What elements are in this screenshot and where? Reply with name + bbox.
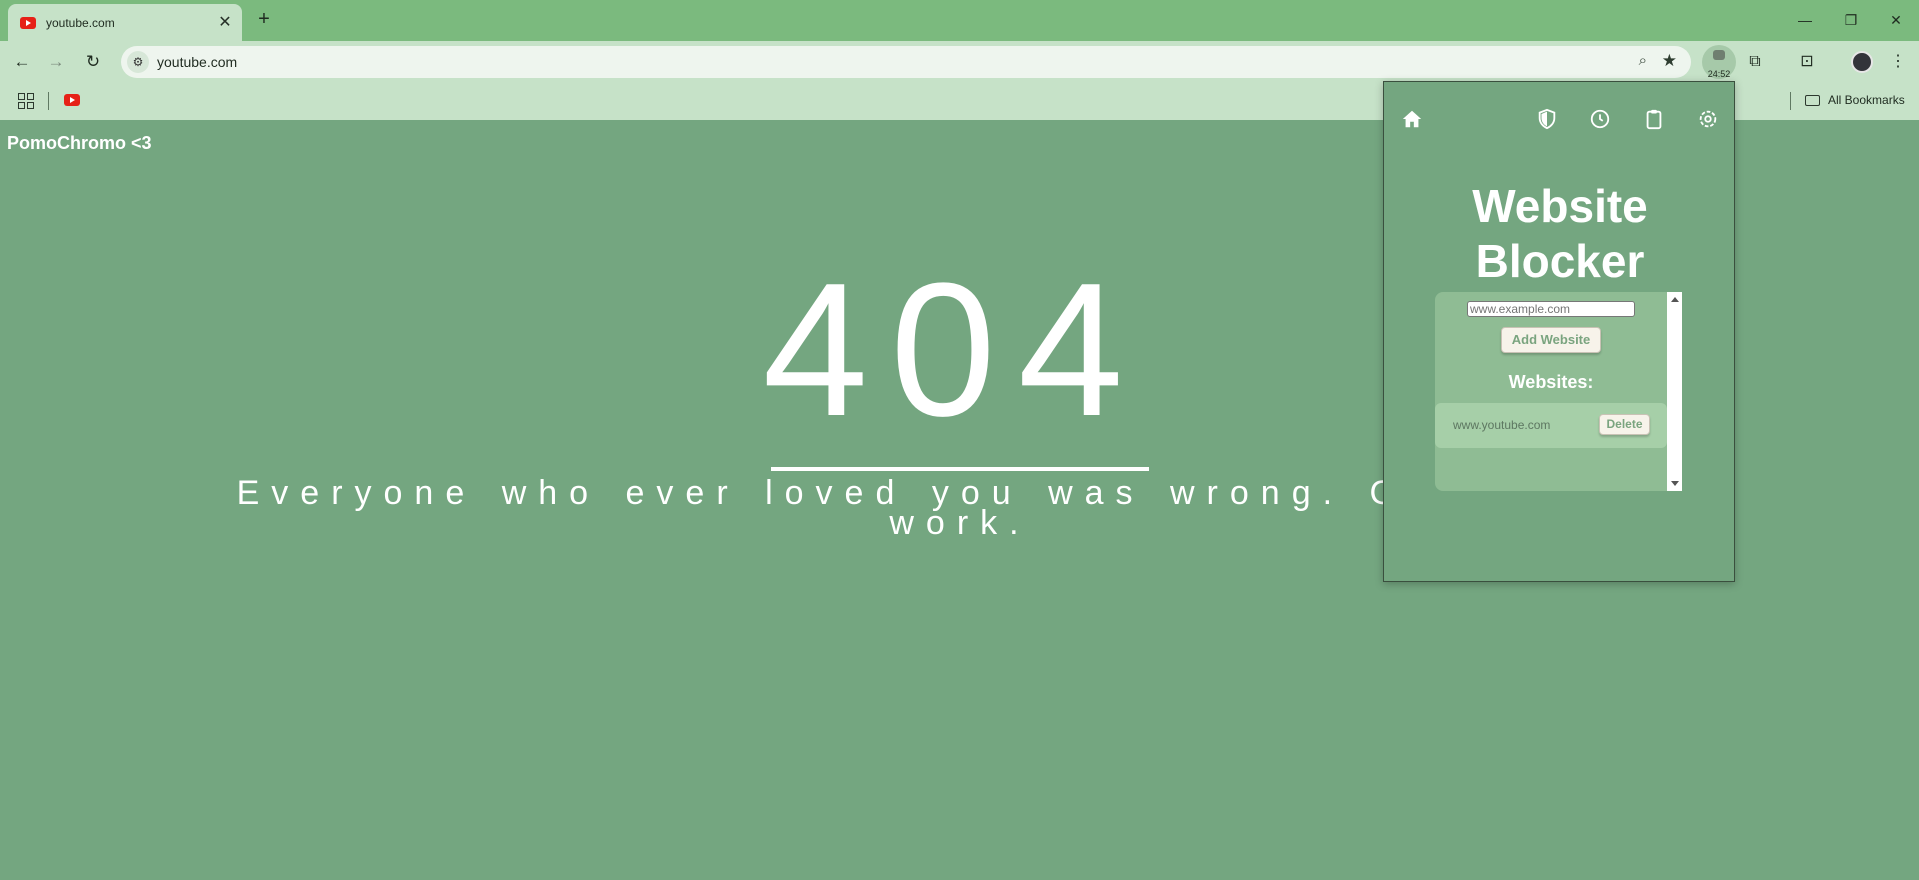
window-close-icon[interactable]: ✕	[1890, 12, 1902, 28]
forward-icon[interactable]: →	[47, 52, 65, 71]
delete-button[interactable]: Delete	[1599, 414, 1650, 435]
menu-kebab-icon[interactable]: ⋮	[1890, 53, 1906, 70]
extension-robot-icon	[1713, 50, 1725, 60]
all-bookmarks-label: All Bookmarks	[1828, 93, 1905, 107]
brand-title: PomoChromo <3	[7, 133, 152, 153]
tab-close-icon[interactable]: ✕	[218, 13, 232, 31]
bookmark-divider	[1790, 92, 1791, 110]
profile-avatar[interactable]	[1851, 51, 1873, 73]
tab-strip: youtube.com ✕ + — ❐ ✕	[0, 0, 1919, 41]
website-blocker-popup: Website Blocker Add Website Websites: ww…	[1383, 81, 1735, 582]
reload-icon[interactable]: ↻	[85, 52, 101, 71]
list-item: www.youtube.com Delete	[1435, 403, 1667, 448]
minimize-icon[interactable]: —	[1798, 12, 1812, 28]
all-bookmarks-button[interactable]: All Bookmarks	[1805, 93, 1905, 107]
websites-heading: Websites:	[1508, 372, 1594, 392]
clipboard-icon[interactable]	[1639, 104, 1669, 134]
panel-scrollbar[interactable]	[1667, 292, 1682, 491]
youtube-bookmark-icon[interactable]	[64, 94, 80, 106]
bookmark-divider	[48, 92, 49, 110]
extensions-puzzle-icon[interactable]: ⧉	[1749, 53, 1761, 70]
popup-title-line1: Website	[1472, 180, 1648, 232]
tab-title: youtube.com	[46, 15, 115, 30]
browser-toolbar: ← → ↻ ⚙ youtube.com ⌕ ★ 24:52 ⧉ ⊡ ⋮	[0, 41, 1919, 84]
address-url: youtube.com	[157, 54, 238, 70]
divider-line	[771, 467, 1149, 471]
blocker-panel: Add Website Websites: www.youtube.com De…	[1435, 292, 1667, 491]
site-info-icon[interactable]: ⚙	[127, 51, 149, 73]
restore-icon[interactable]: ❐	[1844, 12, 1858, 28]
clock-icon[interactable]	[1585, 104, 1615, 134]
zoom-icon[interactable]: ⌕	[1638, 52, 1647, 69]
pomodoro-extension-button[interactable]: 24:52	[1702, 45, 1736, 79]
shield-icon[interactable]	[1532, 104, 1562, 134]
scroll-down-arrow-icon[interactable]	[1671, 481, 1679, 486]
error-code: 404	[762, 244, 1146, 456]
blocked-site-name: www.youtube.com	[1453, 418, 1551, 432]
folder-icon	[1805, 94, 1820, 106]
tab-search-icon[interactable]: ⊡	[1800, 53, 1814, 70]
tab-youtube[interactable]: youtube.com ✕	[8, 4, 242, 41]
add-website-button[interactable]: Add Website	[1501, 327, 1601, 353]
bookmark-star-icon[interactable]: ★	[1661, 51, 1677, 70]
new-tab-button[interactable]: +	[258, 8, 270, 30]
settings-icon[interactable]	[1693, 104, 1723, 134]
apps-grid-icon[interactable]	[18, 93, 34, 109]
address-bar[interactable]: ⚙ youtube.com ⌕ ★	[121, 46, 1691, 78]
youtube-favicon-icon	[20, 16, 36, 29]
timer-badge: 24:52	[1707, 69, 1731, 79]
back-icon[interactable]: ←	[13, 52, 31, 71]
popup-title-line2: Blocker	[1475, 235, 1645, 287]
website-input[interactable]	[1467, 301, 1635, 317]
home-icon[interactable]	[1397, 104, 1427, 134]
popup-title: Website Blocker	[1384, 179, 1734, 289]
scroll-up-arrow-icon[interactable]	[1671, 297, 1679, 302]
